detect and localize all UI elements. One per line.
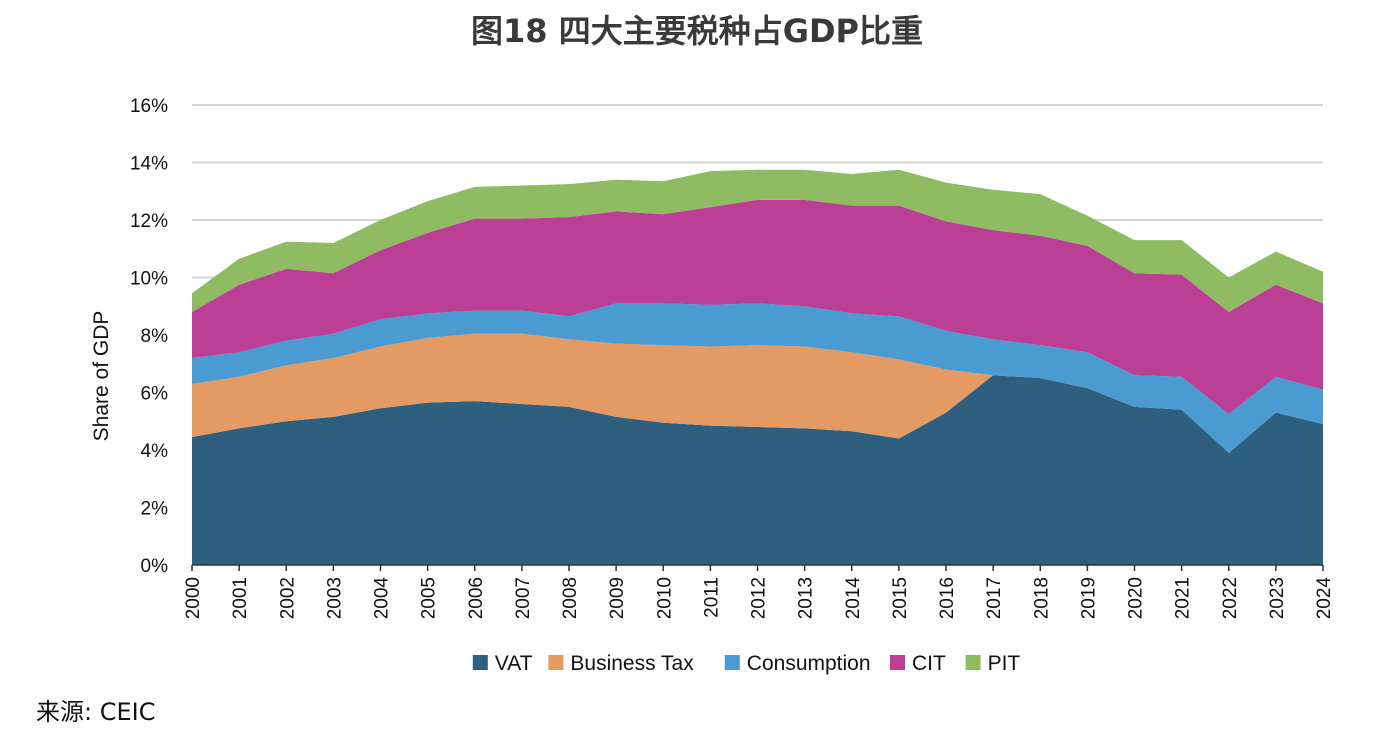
x-tick-labels: 2000 2001 2002 2003 2004 2005 2006 2007 2008 2009… (183, 577, 1335, 620)
x-tick-label: 2012 (749, 577, 770, 619)
x-tick-label: 2015 (890, 577, 911, 619)
chart-title: 图18 四大主要税种占GDP比重 (471, 12, 923, 50)
x-tick-label: 2013 (796, 577, 817, 619)
legend-label: Business Tax (570, 652, 694, 675)
x-tick-label: 2005 (419, 577, 440, 619)
y-axis-title: Share of GDP (90, 311, 113, 442)
legend-label: VAT (495, 652, 533, 675)
x-tick-label: 2020 (1126, 577, 1147, 619)
x-tick-label: 2008 (560, 577, 581, 619)
y-tick-label: 10% (130, 269, 168, 290)
y-tick-label: 14% (130, 154, 168, 175)
area-pit (192, 169, 1323, 312)
y-tick-label: 12% (130, 211, 168, 232)
area-cit (192, 199, 1323, 415)
legend-label: PIT (988, 652, 1021, 675)
y-tick-label: 6% (141, 384, 169, 405)
x-tick-label: 2022 (1220, 577, 1241, 619)
y-tick-labels: 0% 2% 4% 6% 8% 10% 12% 14% 16% (130, 96, 168, 577)
legend-label: CIT (912, 652, 946, 675)
x-tick-label: 2018 (1031, 577, 1052, 619)
x-tick-label: 2017 (984, 577, 1005, 619)
legend-swatch-business-tax (548, 655, 564, 670)
x-tick-label: 2009 (607, 577, 628, 619)
x-tick-label: 2021 (1173, 577, 1194, 619)
y-tick-label: 8% (141, 326, 169, 347)
area-vat (192, 375, 1323, 565)
x-tick-label: 2014 (843, 577, 864, 620)
x-tick-label: 2023 (1267, 577, 1288, 619)
x-tick-label: 2016 (937, 577, 958, 619)
x-tick-label: 2010 (654, 577, 675, 619)
y-tick-label: 4% (141, 441, 169, 462)
y-tick-label: 2% (141, 499, 169, 520)
legend-label: Consumption (747, 652, 871, 675)
x-tick-label: 2007 (513, 577, 534, 619)
x-tick-label: 2011 (701, 577, 722, 618)
x-tick-label: 2019 (1078, 577, 1099, 619)
y-tick-label: 0% (141, 556, 169, 577)
legend: VAT Business Tax Consumption CIT PIT (472, 652, 1021, 675)
x-tick-label: 2001 (230, 577, 251, 619)
axes (191, 564, 1324, 571)
x-tick-label: 2003 (324, 577, 345, 619)
x-tick-label: 2000 (183, 577, 204, 619)
y-tick-label: 16% (130, 96, 168, 117)
x-tick-label: 2006 (466, 577, 487, 619)
legend-swatch-consumption (724, 655, 740, 670)
x-tick-label: 2004 (372, 577, 393, 620)
legend-swatch-pit (965, 655, 981, 670)
legend-swatch-cit (890, 655, 905, 670)
area-business-tax (192, 333, 1323, 453)
x-tick-label: 2002 (277, 577, 298, 619)
x-tick-label: 2024 (1314, 577, 1335, 620)
legend-swatch-vat (472, 655, 488, 670)
source-note: 来源: CEIC (36, 698, 156, 726)
area-series-group (192, 169, 1323, 565)
area-consumption (192, 303, 1323, 453)
